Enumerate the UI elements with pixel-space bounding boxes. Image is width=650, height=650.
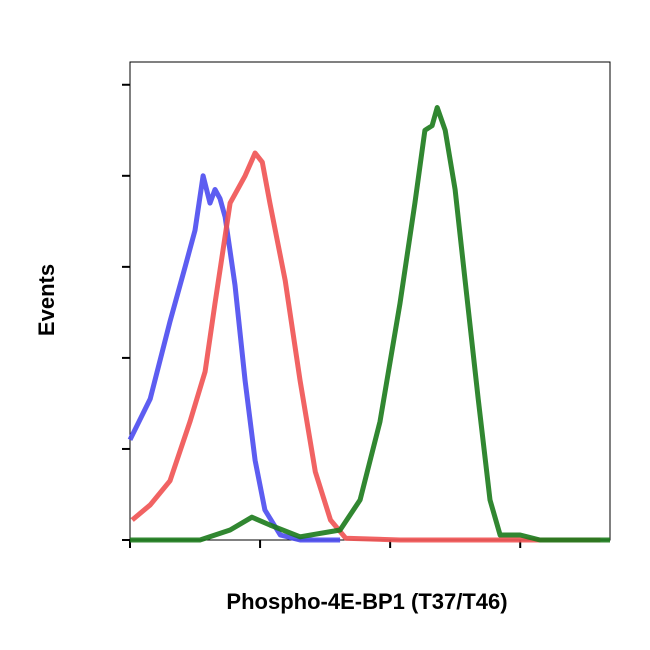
y-axis-label: Events bbox=[34, 264, 59, 336]
histogram-line bbox=[130, 150, 601, 543]
x-axis-label: Phospho-4E-BP1 (T37/T46) bbox=[226, 589, 507, 614]
histogram-line bbox=[130, 105, 610, 543]
histogram-line bbox=[127, 173, 341, 543]
